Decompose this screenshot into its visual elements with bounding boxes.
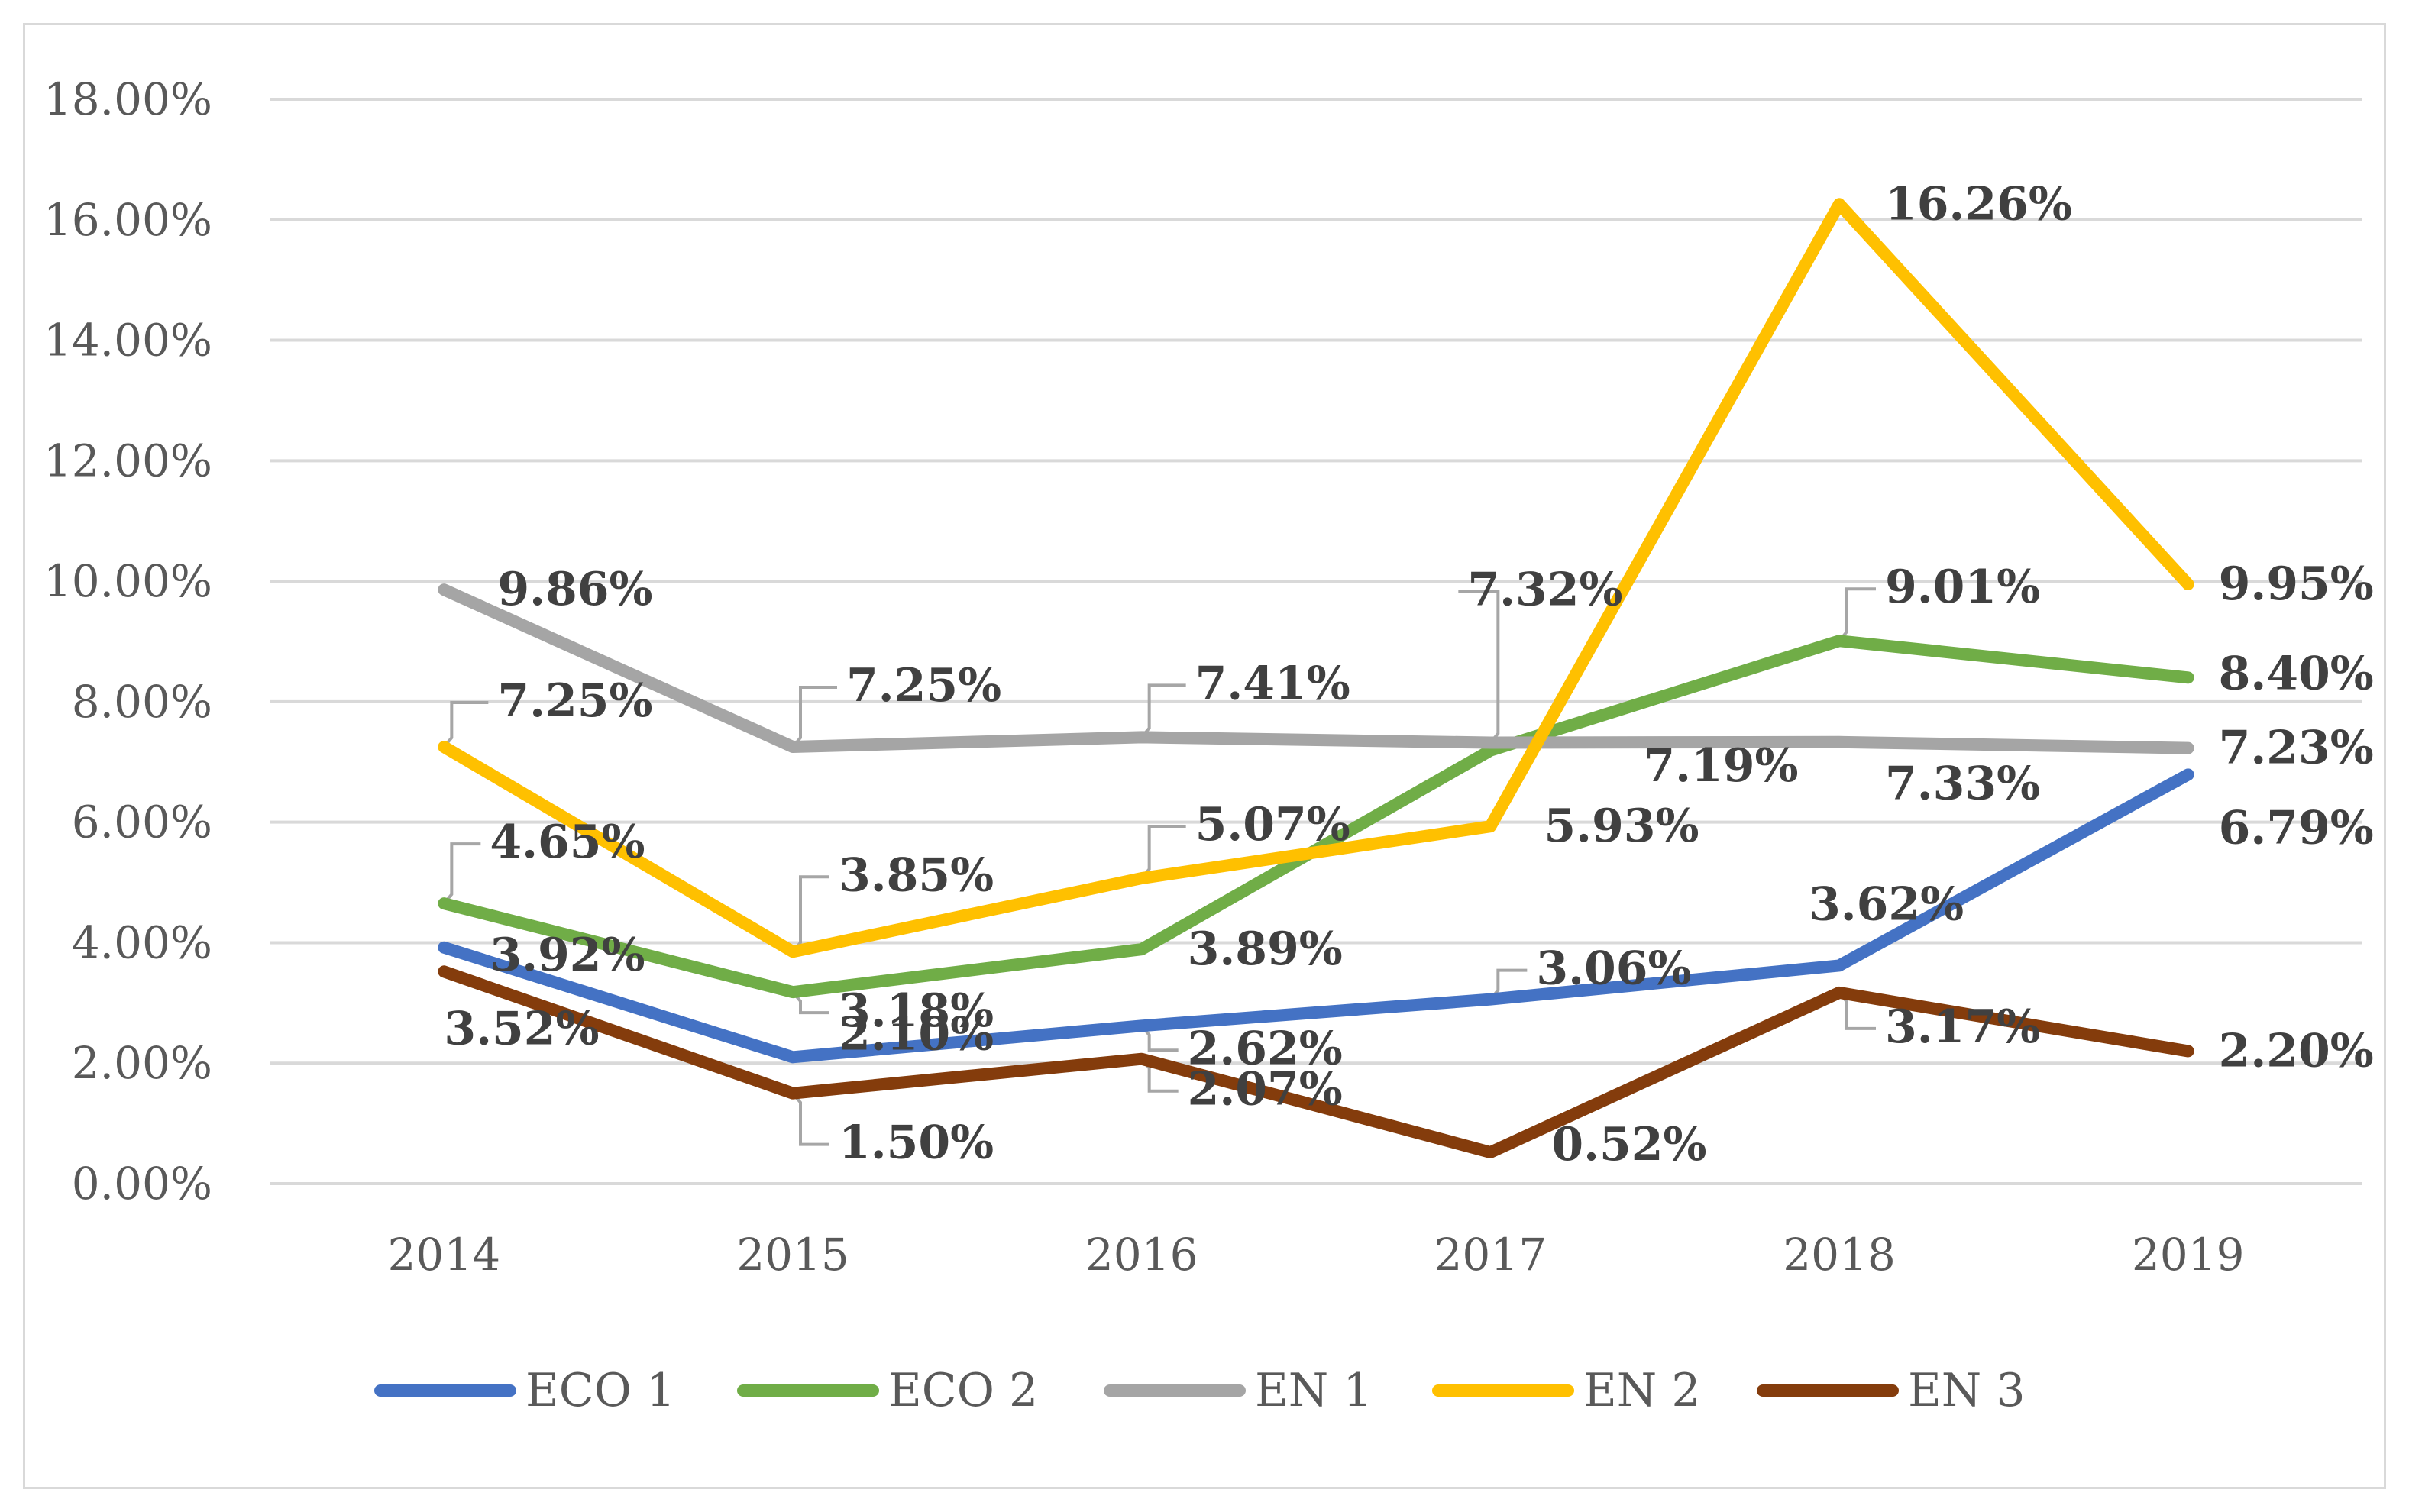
label-leader	[1838, 587, 1876, 642]
label-leader	[1140, 683, 1186, 738]
x-tick-label: 2014	[388, 1229, 501, 1281]
data-label: 7.25%	[497, 674, 652, 728]
legend-entry: EN 2	[1583, 1364, 1701, 1417]
legend-entry: EN 1	[1255, 1364, 1373, 1417]
y-axis-ticks: 0.00% 2.00% 4.00% 6.00% 8.00% 10.00% 12.00% 14.…	[44, 73, 212, 1210]
label-leader	[442, 842, 481, 905]
series-line-en-2	[438, 198, 2194, 958]
data-label: 3.06%	[1536, 942, 1691, 996]
y-tick-label: 16.00%	[44, 194, 212, 246]
data-label: 7.32%	[1467, 564, 1622, 617]
label-leader	[442, 701, 489, 748]
data-label: 2.07%	[1188, 1063, 1343, 1116]
chart-frame: 0.00% 2.00% 4.00% 6.00% 8.00% 10.00% 12.00% 14.…	[23, 23, 2386, 1489]
y-tick-label: 6.00%	[72, 796, 212, 848]
data-label: 7.25%	[846, 659, 1001, 712]
data-label: 1.50%	[839, 1116, 994, 1170]
data-label: 3.92%	[490, 929, 645, 982]
label-leader	[791, 686, 837, 748]
y-tick-label: 0.00%	[72, 1158, 212, 1210]
data-label: 3.85%	[839, 848, 994, 902]
series-line-eco-1	[438, 768, 2194, 1064]
data-label: 4.65%	[490, 816, 645, 869]
data-label: 2.10%	[839, 1007, 994, 1061]
line-chart: 0.00% 2.00% 4.00% 6.00% 8.00% 10.00% 12.00% 14.…	[44, 73, 2374, 1417]
x-tick-label: 2016	[1085, 1229, 1198, 1281]
y-tick-label: 14.00%	[44, 315, 212, 367]
x-axis-ticks: 2014 2015 2016 2017 2018 2019	[388, 1229, 2245, 1281]
data-label: 2.20%	[2219, 1024, 2374, 1077]
legend-entry: ECO 1	[525, 1364, 675, 1417]
series-line-en-1	[438, 583, 2194, 754]
y-tick-label: 18.00%	[44, 73, 212, 125]
data-label: 9.01%	[1885, 561, 2040, 614]
data-label: 7.33%	[1885, 758, 2040, 811]
x-tick-label: 2019	[2132, 1229, 2245, 1281]
data-labels: 3.92% 2.10% 2.62% 3.06% 3.62% 6.79% 4.65% 3.18%…	[444, 177, 2373, 1171]
data-label: 2.62%	[1188, 1022, 1343, 1075]
legend-entry: EN 3	[1908, 1364, 2026, 1417]
data-label: 3.17%	[1885, 1000, 2040, 1054]
data-label: 5.93%	[1544, 800, 1699, 853]
label-leader	[791, 1092, 829, 1146]
data-label: 3.52%	[444, 1002, 599, 1055]
legend-entry: ECO 2	[888, 1364, 1038, 1417]
x-tick-label: 2015	[736, 1229, 849, 1281]
data-label: 5.07%	[1195, 798, 1350, 851]
series-lines	[438, 198, 2194, 1158]
y-tick-label: 4.00%	[72, 916, 212, 968]
y-tick-label: 2.00%	[72, 1037, 212, 1089]
x-tick-label: 2017	[1434, 1229, 1547, 1281]
data-label: 7.19%	[1643, 739, 1798, 793]
data-label: 6.79%	[2219, 801, 2374, 855]
data-label: 3.89%	[1188, 922, 1343, 976]
data-label: 9.95%	[2219, 557, 2374, 611]
data-label: 16.26%	[1885, 177, 2072, 231]
data-label: 3.18%	[839, 984, 994, 1038]
legend: ECO 1 ECO 2 EN 1 EN 2 EN 3	[374, 1364, 2026, 1417]
data-label: 7.23%	[2219, 722, 2374, 775]
y-tick-label: 10.00%	[44, 555, 212, 607]
y-tick-label: 12.00%	[44, 435, 212, 486]
y-tick-label: 8.00%	[72, 676, 212, 728]
data-label: 0.52%	[1551, 1118, 1706, 1171]
x-tick-label: 2018	[1783, 1229, 1896, 1281]
data-label: 9.86%	[497, 563, 652, 616]
data-label: 8.40%	[2219, 647, 2374, 700]
data-label: 3.62%	[1809, 877, 1964, 931]
series-line-en-3	[438, 965, 2194, 1158]
data-label: 7.41%	[1195, 657, 1350, 710]
